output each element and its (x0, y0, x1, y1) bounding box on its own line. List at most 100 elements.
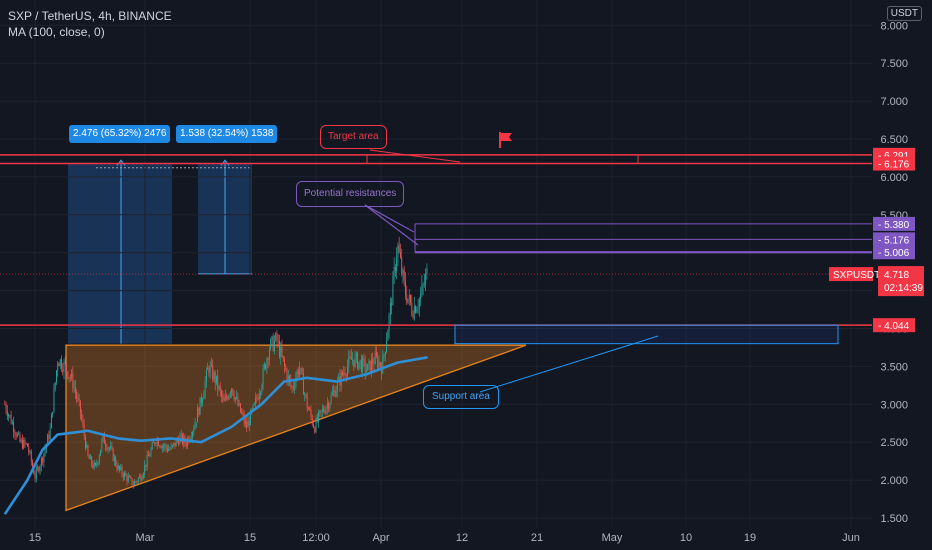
candle-body (373, 363, 375, 365)
candle-body (223, 397, 225, 402)
price-tick-label: 2.000 (880, 475, 908, 487)
support-zone (454, 324, 839, 345)
candle-body (314, 427, 316, 433)
candle-body (155, 443, 157, 445)
candle-body (193, 429, 195, 433)
candle-body (238, 403, 240, 406)
candle-body (387, 331, 389, 341)
candle-body (234, 397, 236, 400)
candle-body (213, 372, 215, 380)
price-badge-label: - 4.044 (878, 321, 910, 332)
candle-body (229, 392, 231, 395)
candle-body (10, 414, 12, 424)
candle-body (233, 394, 235, 400)
resistance-connector-1 (364, 204, 415, 233)
candle-body (217, 375, 219, 389)
candle-body (359, 359, 361, 363)
candle-body (136, 481, 138, 483)
price-tick-label: 3.500 (880, 361, 908, 373)
candle-body (222, 396, 224, 398)
price-badge-label: - 5.006 (878, 248, 910, 259)
candle-body (61, 359, 62, 369)
candle-body (165, 444, 167, 448)
candle-body (266, 358, 268, 370)
candle-body (178, 439, 180, 445)
candle-body (412, 313, 414, 319)
price-tick-label: 7.000 (880, 96, 908, 108)
candle-body (358, 362, 360, 369)
support-area-label[interactable]: Support area (423, 385, 499, 409)
candle-body (14, 431, 16, 435)
candle-body (405, 280, 406, 295)
candle-body (362, 357, 364, 372)
candle-body (309, 409, 311, 411)
candle-body (35, 468, 37, 479)
candle-body (394, 266, 396, 272)
candle-body (23, 439, 25, 449)
candle-body (425, 274, 427, 284)
candle-body (415, 306, 417, 313)
candle-body (18, 433, 20, 435)
candle-body (69, 377, 71, 378)
candle-body (334, 390, 336, 397)
candle-body (260, 392, 262, 395)
candle-body (331, 392, 333, 395)
target-connector (369, 149, 461, 163)
time-tick-label: 12:00 (302, 532, 330, 544)
candle-body (280, 347, 282, 357)
candle-body (180, 434, 182, 437)
candle-body (391, 302, 393, 306)
candle-body (194, 423, 196, 430)
price-badge (873, 245, 915, 260)
candle-body (273, 340, 275, 351)
candle-body (330, 394, 332, 404)
candle-body (402, 269, 404, 274)
candle-body (49, 428, 51, 440)
price-badge (873, 216, 915, 231)
candle-body (121, 466, 123, 475)
candle-body (401, 257, 403, 274)
candle-body (205, 369, 207, 382)
candle-body (354, 355, 356, 367)
candle-body (335, 390, 337, 397)
candle-body (281, 347, 283, 356)
candle-body (117, 466, 119, 470)
candle-body (243, 414, 245, 424)
candle-body (37, 467, 39, 469)
candle-body (282, 355, 284, 360)
candle-body (144, 464, 146, 474)
target-area-label[interactable]: Target area (320, 125, 387, 149)
annotations (364, 149, 659, 393)
candle-body (413, 306, 415, 319)
candle-body (33, 466, 35, 474)
candle-body (328, 403, 330, 409)
candle-body (364, 360, 366, 373)
candle-body (350, 356, 352, 360)
price-tick-label: 7.500 (880, 58, 908, 70)
indicator-legend[interactable]: MA (100, close, 0) (8, 25, 105, 39)
candle-body (43, 453, 45, 463)
candle-body (9, 414, 11, 416)
candle-body (319, 410, 321, 413)
candle-body (313, 424, 314, 428)
potential-resistances-label[interactable]: Potential resistances (296, 181, 405, 207)
candle-body (224, 396, 226, 402)
candle-body (371, 359, 372, 372)
currency-badge[interactable]: USDT (886, 6, 922, 21)
symbol-title[interactable]: SXP / TetherUS, 4h, BINANCE (8, 9, 172, 23)
candle-body (63, 361, 65, 372)
candle-body (291, 386, 293, 388)
candle-body (147, 454, 149, 457)
candle-body (338, 376, 340, 381)
candle-body (102, 433, 104, 441)
candle-body (166, 447, 168, 451)
symbol-badge-label: SXPUSDT (833, 270, 880, 281)
candle-body (95, 462, 96, 466)
candle-body (103, 433, 105, 444)
candle-body (59, 359, 61, 367)
candle-body (175, 439, 177, 447)
candle-body (418, 298, 420, 308)
candle-body (275, 333, 277, 341)
candle-body (208, 368, 210, 373)
